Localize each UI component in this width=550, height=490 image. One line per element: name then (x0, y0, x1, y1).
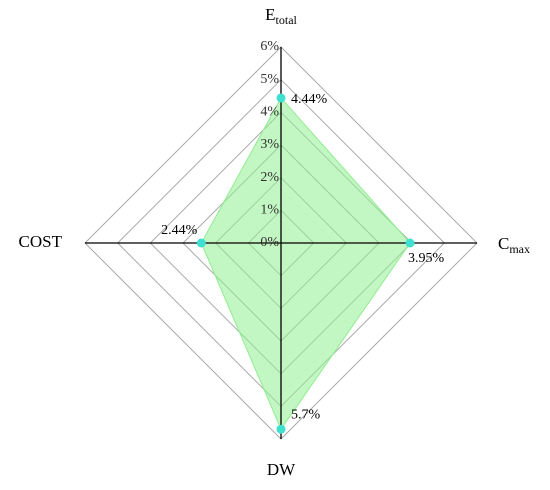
axis-label-main: E (265, 5, 275, 24)
data-point (276, 424, 286, 434)
value-label: 2.44% (161, 223, 198, 238)
axis-label: Cmax (498, 234, 530, 256)
data-point (276, 93, 286, 103)
value-label: 3.95% (408, 251, 445, 266)
tick-label: 0% (260, 235, 279, 250)
data-point (196, 238, 206, 248)
value-label: 5.7% (291, 407, 321, 422)
data-point (405, 238, 415, 248)
data-area (200, 97, 411, 431)
axis-label-main: COST (19, 232, 63, 251)
value-label: 4.44% (291, 92, 328, 107)
tick-label: 6% (260, 39, 279, 54)
axis-label: Etotal (265, 5, 297, 27)
tick-label: 4% (260, 105, 279, 120)
tick-label: 3% (260, 137, 279, 152)
axis-label-main: C (498, 234, 509, 253)
tick-label: 5% (260, 72, 279, 87)
axis-label-sub: total (276, 13, 298, 27)
tick-label: 1% (260, 203, 279, 218)
axis-label-sub: max (509, 242, 530, 256)
axis-label-main: DW (267, 460, 296, 479)
tick-label: 2% (260, 170, 279, 185)
axis-label: COST (19, 232, 63, 251)
axis-label: DW (267, 460, 296, 479)
